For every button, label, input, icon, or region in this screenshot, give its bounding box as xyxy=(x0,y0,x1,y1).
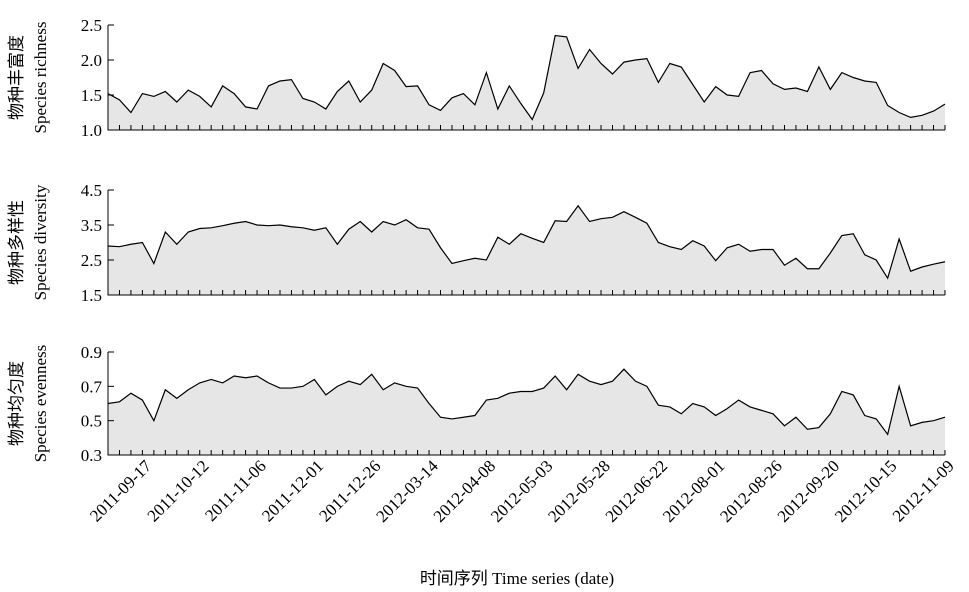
y-tick-label: 3.5 xyxy=(81,216,102,235)
x-tick-label: 2011-12-01 xyxy=(258,456,327,525)
y-tick-label: 1.0 xyxy=(81,121,102,140)
y-tick-label: 0.7 xyxy=(81,377,103,396)
y-tick-label: 0.5 xyxy=(81,412,102,431)
x-tick-label: 2012-11-09 xyxy=(889,456,958,525)
y-axis-title: Species evenness xyxy=(31,345,50,463)
series-line xyxy=(107,204,946,280)
x-tick-label: 2012-10-15 xyxy=(831,456,901,526)
series-line xyxy=(107,34,946,121)
area-fill xyxy=(108,205,945,295)
y-tick-label: 2.0 xyxy=(81,51,102,70)
y-axis-title: 物种丰富度 xyxy=(7,35,26,120)
y-tick-label: 1.5 xyxy=(81,286,102,305)
y-tick-label: 2.5 xyxy=(81,16,102,35)
x-tick-label: 2011-10-12 xyxy=(143,456,212,525)
y-tick-label: 2.5 xyxy=(81,251,102,270)
y-tick-label: 0.9 xyxy=(81,343,102,362)
area-fill xyxy=(108,369,945,455)
y-axis-title: 物种均匀度 xyxy=(7,361,26,446)
y-tick-label: 1.5 xyxy=(81,86,102,105)
y-axis-title: Species richness xyxy=(31,22,50,134)
series-line xyxy=(107,368,946,436)
y-tick-label: 4.5 xyxy=(81,181,102,200)
y-tick-label: 0.3 xyxy=(81,446,102,465)
area-fill xyxy=(108,35,945,130)
y-axis-title: Species diversity xyxy=(31,184,50,300)
y-axis-title: 物种多样性 xyxy=(7,200,26,285)
x-axis-title: 时间序列 Time series (date) xyxy=(420,569,614,588)
